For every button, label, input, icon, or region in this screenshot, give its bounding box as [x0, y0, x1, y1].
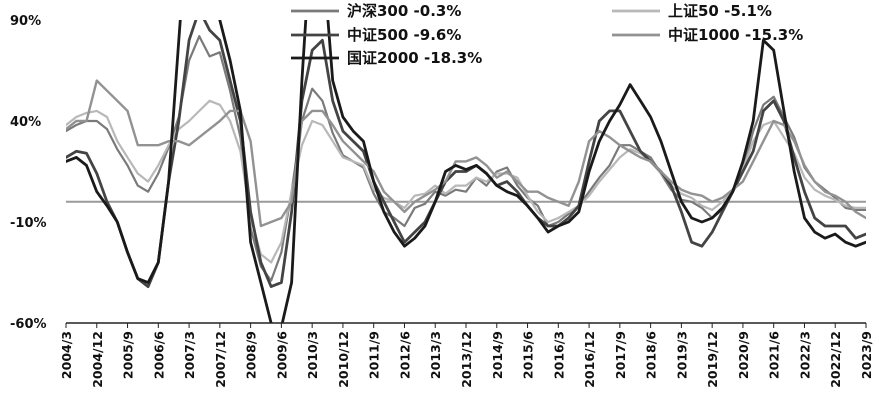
x-tick-label: 2022/3 — [797, 331, 812, 379]
x-tick-label: 2004/12 — [90, 331, 105, 388]
x-tick-label: 2016/12 — [582, 331, 597, 388]
x-tick-label: 2014/9 — [490, 331, 505, 379]
x-tick-label: 2006/6 — [151, 331, 166, 379]
x-tick-label: 2005/9 — [121, 331, 136, 379]
x-tick-label: 2007/12 — [213, 331, 228, 388]
x-tick-label: 2011/9 — [367, 331, 382, 379]
x-tick-label: 2023/9 — [859, 331, 874, 379]
legend-label: 中证1000 -15.3% — [668, 26, 803, 44]
x-tick-label: 2010/12 — [336, 331, 351, 388]
x-tick-label: 2008/9 — [244, 331, 259, 379]
x-tick-label: 2017/9 — [613, 331, 628, 379]
x-tick-label: 2010/3 — [305, 331, 320, 379]
legend-label: 中证500 -9.6% — [347, 26, 461, 44]
x-axis-labels: 2004/3 2004/12 2005/9 2006/6 2007/3 2007/12 20… — [59, 331, 874, 388]
y-tick-label: 90% — [10, 14, 41, 29]
x-tick-label: 2020/9 — [736, 331, 751, 379]
x-tick-label: 2018/6 — [644, 331, 659, 379]
series-line-4 — [66, 20, 866, 323]
x-tick-label: 2021/6 — [767, 331, 782, 379]
x-axis-ticks — [65, 323, 867, 328]
legend: 沪深300 -0.3% 上证50 -5.1% 中证500 -9.6% 中证1000 -… — [291, 2, 803, 67]
x-tick-label: 2004/3 — [59, 331, 74, 379]
x-tick-label: 2019/3 — [674, 331, 689, 379]
x-tick-label: 2022/12 — [828, 331, 843, 388]
x-tick-label: 2019/12 — [705, 331, 720, 388]
y-tick-label: -60% — [10, 317, 47, 332]
legend-label: 国证2000 -18.3% — [347, 49, 482, 67]
x-tick-label: 2016/3 — [551, 331, 566, 379]
legend-label: 上证50 -5.1% — [668, 2, 772, 20]
x-tick-label: 2015/6 — [521, 331, 536, 379]
x-tick-label: 2013/12 — [459, 331, 474, 388]
x-tick-label: 2012/6 — [397, 331, 412, 379]
y-tick-label: 40% — [10, 115, 41, 130]
y-axis-labels: 90% 40% -10% -60% — [10, 14, 47, 332]
series-line-1 — [66, 99, 866, 264]
legend-label: 沪深300 -0.3% — [347, 2, 461, 20]
x-tick-label: 2009/6 — [274, 331, 289, 379]
y-tick-label: -10% — [10, 216, 47, 231]
series-lines — [66, 20, 866, 323]
x-tick-label: 2007/3 — [182, 331, 197, 379]
x-tick-label: 2013/3 — [428, 331, 443, 379]
